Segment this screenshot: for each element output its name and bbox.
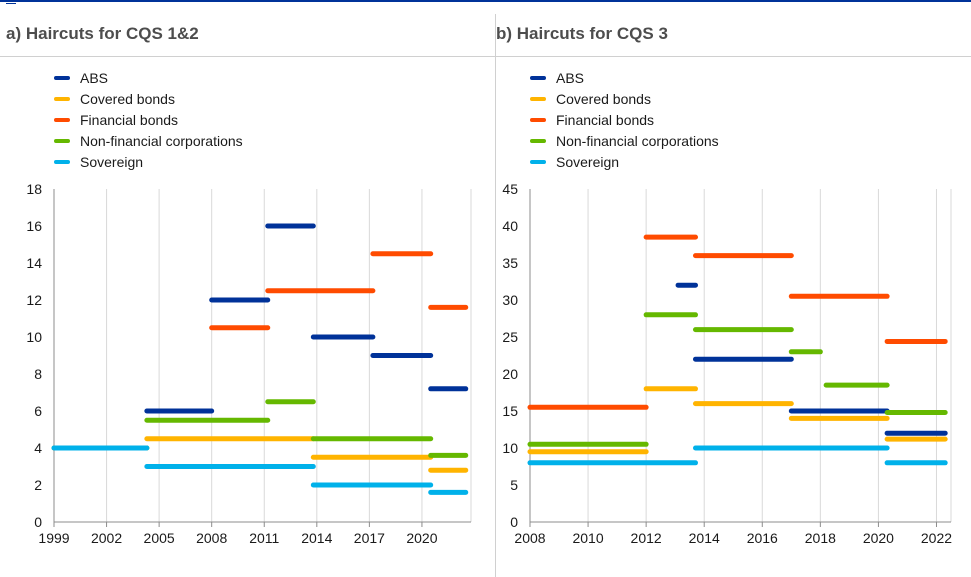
- legend-a: ABS Covered bonds Financial bonds Non-finan…: [54, 67, 243, 172]
- legend-b: ABS Covered bonds Financial bonds Non-finan…: [530, 67, 719, 172]
- chart-panel-b: b) Haircuts for CQS 3 ABS Covered bonds Fi…: [496, 0, 971, 577]
- legend-swatch: [54, 117, 70, 122]
- y-tick-label: 10: [502, 440, 518, 456]
- legend-label: Covered bonds: [556, 90, 651, 107]
- y-tick-label: 4: [34, 440, 42, 456]
- x-tick-label: 2014: [301, 530, 332, 546]
- legend-item: Non-financial corporations: [530, 130, 719, 151]
- y-tick-label: 15: [502, 403, 518, 419]
- legend-label: Sovereign: [80, 153, 144, 170]
- legend-swatch: [530, 138, 546, 143]
- legend-item: ABS: [54, 67, 243, 88]
- legend-item: Sovereign: [530, 151, 719, 172]
- legend-label: ABS: [80, 69, 109, 86]
- chart-title-b: b) Haircuts for CQS 3: [496, 24, 668, 43]
- chart-title-a: a) Haircuts for CQS 1&2: [6, 24, 199, 43]
- plot-b: 2008 2010 2012 2014 2016 2018 2020 2022 0 5 10 15 20…: [502, 181, 952, 546]
- legend-swatch: [54, 75, 70, 80]
- x-tick-label: 2017: [354, 530, 385, 546]
- y-tick-label: 2: [34, 477, 42, 493]
- legend-item: Covered bonds: [54, 88, 243, 109]
- legend-label: Sovereign: [556, 153, 620, 170]
- x-tick-label: 2012: [631, 530, 662, 546]
- x-tick-label: 2002: [91, 530, 122, 546]
- legend-item: Financial bonds: [54, 109, 243, 130]
- x-tick-label: 2010: [572, 530, 603, 546]
- top-tick: [6, 3, 16, 4]
- legend-swatch: [530, 117, 546, 122]
- legend-swatch: [530, 75, 546, 80]
- chart-panel-a: a) Haircuts for CQS 1&2 ABS Covered bonds…: [0, 24, 495, 546]
- legend-item: Sovereign: [54, 151, 243, 172]
- x-tick-label: 2005: [144, 530, 175, 546]
- y-tick-label: 10: [26, 329, 42, 345]
- legend-label: Financial bonds: [80, 111, 179, 128]
- y-tick-label: 20: [502, 366, 518, 382]
- x-tick-label: 1999: [38, 530, 69, 546]
- x-tick-label: 2022: [921, 530, 952, 546]
- legend-label: ABS: [556, 69, 585, 86]
- y-tick-label: 6: [34, 403, 42, 419]
- y-tick-label: 5: [510, 477, 518, 493]
- legend-item: ABS: [530, 67, 719, 88]
- y-tick-label: 14: [26, 255, 42, 271]
- x-tick-label: 2008: [514, 530, 545, 546]
- legend-swatch: [54, 96, 70, 101]
- legend-label: Non-financial corporations: [80, 132, 243, 149]
- legend-label: Non-financial corporations: [556, 132, 719, 149]
- top-rule: [0, 0, 971, 2]
- title-rule-b: [496, 56, 971, 57]
- y-tick-label: 12: [26, 292, 42, 308]
- legend-swatch: [530, 159, 546, 164]
- x-tick-label: 2008: [196, 530, 227, 546]
- title-rule-a: [0, 56, 495, 57]
- plot-a: 1999 2002 2005 2008 2011 2014 2017 2020 0 2 4 6 8 10 1…: [26, 181, 472, 546]
- x-tick-label: 2020: [863, 530, 894, 546]
- y-tick-label: 40: [502, 218, 518, 234]
- legend-label: Financial bonds: [556, 111, 655, 128]
- y-tick-label: 35: [502, 255, 518, 271]
- x-tick-label: 2011: [249, 530, 279, 546]
- legend-swatch: [54, 159, 70, 164]
- legend-label: Covered bonds: [80, 90, 175, 107]
- x-tick-label: 2016: [747, 530, 778, 546]
- legend-swatch: [54, 138, 70, 143]
- y-tick-label: 16: [26, 218, 42, 234]
- column-divider: [495, 14, 496, 577]
- legend-swatch: [530, 96, 546, 101]
- y-tick-label: 30: [502, 292, 518, 308]
- y-tick-label: 8: [34, 366, 42, 382]
- legend-item: Financial bonds: [530, 109, 719, 130]
- legend-item: Non-financial corporations: [54, 130, 243, 151]
- y-tick-label: 0: [34, 514, 42, 530]
- y-tick-label: 18: [26, 181, 42, 197]
- legend-item: Covered bonds: [530, 88, 719, 109]
- x-tick-label: 2020: [406, 530, 437, 546]
- x-tick-label: 2014: [689, 530, 720, 546]
- y-tick-label: 0: [510, 514, 518, 530]
- y-tick-label: 45: [502, 181, 518, 197]
- y-tick-label: 25: [502, 329, 518, 345]
- x-tick-label: 2018: [805, 530, 836, 546]
